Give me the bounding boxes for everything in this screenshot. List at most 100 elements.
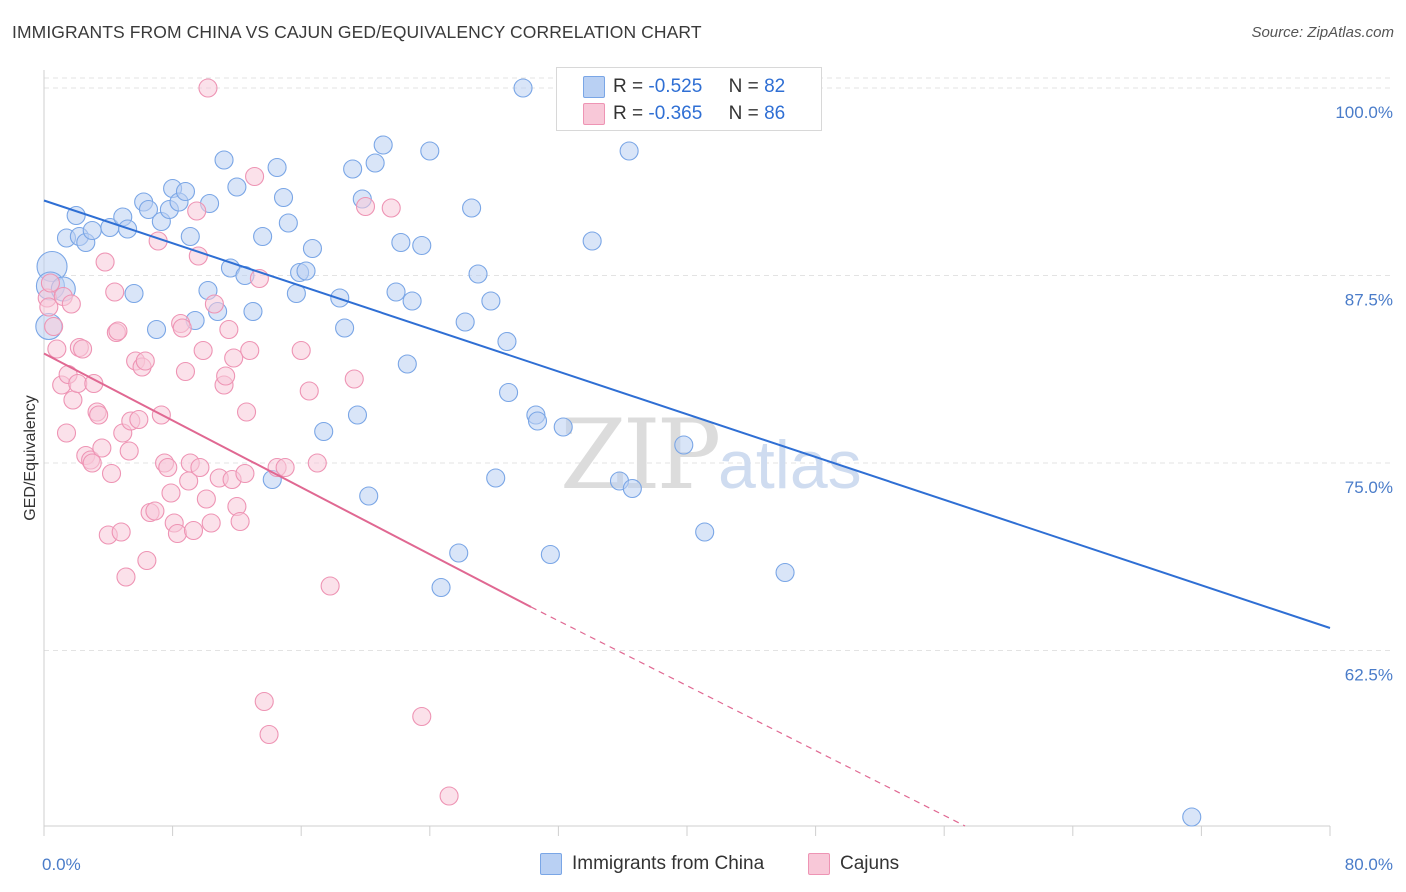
cajun-point <box>167 523 187 544</box>
trend-layer <box>43 199 1331 827</box>
cajun-point <box>254 691 274 712</box>
china-point <box>82 220 102 241</box>
china-point <box>468 264 488 284</box>
china-point <box>138 199 159 220</box>
series-legend-swatch-cajuns <box>808 853 830 875</box>
axes-layer <box>43 70 1331 836</box>
cajun-point <box>235 463 255 484</box>
cajun-point <box>172 318 192 338</box>
cajun-point <box>56 423 77 443</box>
cajun-point <box>245 166 265 187</box>
china-point <box>296 261 316 281</box>
grid-layer <box>44 77 1392 651</box>
y-tick-label: 100.0% <box>1335 103 1393 122</box>
cajun-point <box>175 361 196 382</box>
cajun-point <box>95 252 115 272</box>
cajun-trend-line <box>43 352 532 608</box>
cajun-point <box>89 405 109 425</box>
cajun-point <box>40 273 60 293</box>
cajun-point <box>412 706 432 727</box>
x-tick-label: 0.0% <box>42 855 81 874</box>
cajun-point <box>198 78 218 98</box>
cajun-point <box>187 201 207 221</box>
cajun-point <box>344 369 364 389</box>
series-legend-swatch-china <box>540 853 562 875</box>
china-point <box>619 141 639 161</box>
cajun-point <box>47 339 67 359</box>
legend-swatch-china <box>583 76 605 98</box>
cajun-point <box>39 297 59 317</box>
legend-r-value-cajuns: -0.365 <box>648 103 703 124</box>
cajun-point <box>63 390 83 410</box>
cajun-point <box>92 438 112 458</box>
cajun-point <box>259 724 279 745</box>
china-point <box>253 226 273 247</box>
china-point <box>420 141 440 161</box>
cajun-point <box>190 457 210 478</box>
correlation-legend: R = -0.525 N = 82 R = -0.365 N = 86 <box>556 67 822 131</box>
cajun-point <box>129 409 149 430</box>
china-point <box>365 153 385 173</box>
china-point <box>462 198 482 218</box>
china-point <box>335 318 355 338</box>
china-point <box>243 301 263 322</box>
china-point <box>314 421 334 442</box>
china-point <box>267 157 287 178</box>
china-point <box>1182 807 1202 827</box>
cajun-point <box>188 246 208 266</box>
cajun-point <box>219 319 239 340</box>
chart-source: Source: ZipAtlas.com <box>1251 24 1394 41</box>
china-point <box>481 291 501 311</box>
cajun-point <box>439 786 459 806</box>
cajun-point <box>61 294 81 314</box>
china-point <box>449 543 469 563</box>
cajun-point <box>275 457 295 478</box>
cajun-point <box>201 513 221 533</box>
china-point <box>359 486 379 506</box>
china-trend-line <box>43 199 1331 629</box>
legend-r-label: R = <box>613 103 644 124</box>
china-point <box>373 135 393 155</box>
cajun-point <box>381 198 401 218</box>
china-point <box>553 417 573 437</box>
china-point <box>499 382 519 403</box>
y-tick-label: 87.5% <box>1345 291 1393 310</box>
legend-r-label: R = <box>613 76 644 97</box>
china-point <box>347 405 368 425</box>
cajun-point <box>193 340 213 361</box>
china-point <box>513 78 533 98</box>
legend-swatch-cajuns <box>583 103 605 125</box>
cajun-point <box>158 457 178 478</box>
china-point <box>273 187 294 208</box>
cajun-point <box>137 550 157 571</box>
china-point <box>227 177 247 197</box>
cajun-point <box>119 441 139 461</box>
china-point <box>180 226 200 247</box>
cajun-point <box>291 340 311 361</box>
china-point <box>397 354 417 374</box>
tick-label-layer: 62.5% 75.0% 87.5% 100.0% 0.0% 80.0% <box>42 103 1393 874</box>
cajun-point <box>204 294 224 314</box>
china-point <box>412 235 432 256</box>
china-point <box>622 478 642 499</box>
cajun-point <box>111 522 131 542</box>
cajun-point <box>68 373 88 394</box>
legend-n-value-china: 82 <box>764 76 786 97</box>
china-point <box>402 291 422 311</box>
china-point <box>497 331 517 352</box>
china-point <box>391 232 411 253</box>
cajun-point <box>73 339 93 359</box>
china-point <box>66 205 86 226</box>
y-axis-label: GED/Equivalency <box>22 395 39 521</box>
cajun-point <box>299 381 319 401</box>
china-point <box>455 312 475 332</box>
china-point <box>486 468 506 488</box>
china-point <box>146 319 167 340</box>
legend-n-label: N = <box>728 103 759 124</box>
y-tick-label: 75.0% <box>1345 478 1393 497</box>
cajun-point <box>44 316 64 337</box>
china-point <box>775 562 795 583</box>
cajun-point <box>105 282 125 302</box>
cajun-point <box>145 501 165 521</box>
